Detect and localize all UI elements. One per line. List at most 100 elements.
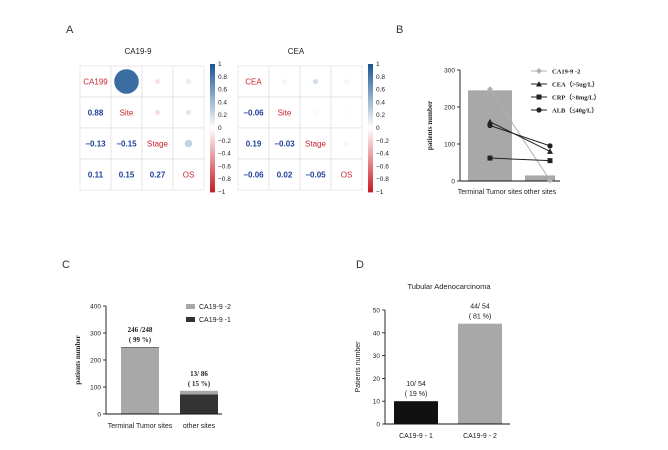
colorbar-tick-label: 0.6 — [218, 87, 227, 94]
corr-cell — [110, 158, 143, 191]
bar-annotation: 13/ 86 — [190, 370, 208, 378]
colorbar-segment — [368, 134, 373, 138]
colorbar-segment — [210, 76, 215, 81]
legend-label: CA19-9 -2 — [552, 69, 580, 76]
corr-coefficient: 0.88 — [88, 109, 104, 118]
series-line — [489, 157, 551, 162]
x-tick-label: other sites — [524, 189, 557, 196]
marker-circle — [536, 107, 542, 113]
marker-circle — [547, 143, 553, 149]
corr-cell — [268, 96, 301, 129]
colorbar-segment — [368, 144, 373, 148]
colorbar-tick-label: 0 — [376, 125, 380, 132]
legend-swatch — [186, 317, 195, 322]
colorbar-segment — [210, 137, 215, 142]
corr-variable-label: CA199 — [83, 78, 108, 87]
bar — [468, 90, 512, 181]
panel-label-d: D — [356, 259, 364, 271]
corr-cell — [172, 158, 205, 191]
x-tick-label: Terminal Tumor sites — [108, 423, 173, 430]
corr-coefficient: −0.06 — [243, 109, 264, 118]
colorbar-segment — [368, 150, 373, 154]
corr-coefficient: 0.27 — [150, 171, 166, 180]
colorbar-segment — [368, 89, 373, 94]
corr-cell — [299, 127, 332, 160]
corr-coefficient: −0.13 — [85, 140, 106, 149]
corr-cell — [237, 127, 270, 160]
colorbar-segment — [368, 76, 373, 81]
colorbar-segment — [210, 147, 215, 151]
colorbar-segment — [368, 160, 373, 164]
corr-circle — [186, 79, 191, 84]
colorbar-segment — [368, 96, 373, 100]
marker-square — [536, 94, 542, 100]
colorbar-segment — [368, 73, 373, 78]
corr-cell — [79, 65, 112, 98]
colorbar-tick-label: 0.8 — [218, 74, 227, 81]
y-tick-label: 100 — [444, 142, 455, 149]
colorbar-segment — [368, 105, 373, 110]
corr-coefficient: 0.15 — [119, 171, 135, 180]
corr-variable-label: Stage — [305, 140, 326, 149]
panel-label-b: B — [396, 24, 403, 36]
colorbar-tick-label: −0.2 — [218, 138, 231, 145]
y-tick-label: 20 — [373, 376, 381, 383]
corr-variable-label: Stage — [147, 140, 168, 149]
marker-circle — [487, 122, 493, 129]
colorbar-segment — [368, 153, 373, 158]
corr-cell — [172, 96, 205, 129]
y-tick-label: 50 — [373, 308, 381, 315]
colorbar-segment — [368, 70, 373, 74]
colorbar-segment — [368, 140, 373, 145]
corr-coefficient: 0.19 — [246, 140, 262, 149]
colorbar-segment — [368, 156, 373, 161]
colorbar-segment — [210, 92, 215, 97]
corr-coefficient: −0.15 — [116, 140, 137, 149]
corr-variable-label: OS — [183, 171, 195, 180]
stacked-bar-segment — [180, 394, 218, 414]
colorbar-segment — [368, 67, 373, 71]
colorbar-tick-label: −0.8 — [376, 176, 389, 183]
colorbar-segment — [368, 182, 373, 186]
colorbar-segment — [210, 64, 215, 68]
corrplot-title: CA19-9 — [124, 47, 152, 56]
marker-triangle — [536, 81, 542, 87]
colorbar-segment — [368, 147, 373, 151]
colorbar-segment — [210, 115, 215, 119]
y-tick-label: 0 — [97, 412, 101, 419]
colorbar-segment — [210, 169, 215, 174]
bar-annotation: ( 99 %) — [129, 336, 152, 344]
corr-cell — [110, 96, 143, 129]
corr-cell — [79, 158, 112, 191]
y-tick-label: 10 — [373, 399, 381, 406]
corr-variable-label: CEA — [245, 78, 262, 87]
colorbar-tick-label: 0.8 — [376, 74, 385, 81]
x-tick-label: Terminal Tumor sites — [458, 189, 523, 196]
corr-circle — [282, 79, 287, 84]
colorbar-tick-label: 0.4 — [218, 99, 227, 106]
corr-cell — [299, 158, 332, 191]
chart-c: 0 100 200 300 400 patients number 246 /248 ( 99… — [74, 304, 231, 431]
colorbar-segment — [210, 160, 215, 164]
colorbar-segment — [210, 96, 215, 100]
corr-coefficient: −0.05 — [305, 171, 326, 180]
corr-cell — [330, 158, 363, 191]
colorbar-segment — [210, 172, 215, 177]
bar-annotation: 44/ 54 — [470, 304, 490, 311]
x-tick-label: other sites — [183, 423, 216, 430]
corrplot-cea: CEA CEA −0.06 Site 0.19 −0.03 Stage −0.06 0.02 −0… — [237, 47, 389, 196]
colorbar-tick-label: 0.4 — [376, 99, 385, 106]
colorbar-segment — [210, 176, 215, 180]
y-tick-label: 300 — [90, 331, 101, 338]
colorbar-segment — [210, 121, 215, 126]
colorbar-segment — [368, 169, 373, 174]
colorbar-segment — [210, 131, 215, 135]
colorbar-tick-label: −0.4 — [218, 151, 231, 158]
y-tick-label: 0 — [376, 422, 380, 429]
bar — [394, 401, 438, 424]
corr-variable-label: Site — [278, 109, 292, 118]
colorbar-segment — [210, 128, 215, 132]
corr-coefficient: 0.11 — [88, 171, 104, 180]
colorbar-segment — [210, 163, 215, 167]
colorbar-segment — [368, 172, 373, 177]
